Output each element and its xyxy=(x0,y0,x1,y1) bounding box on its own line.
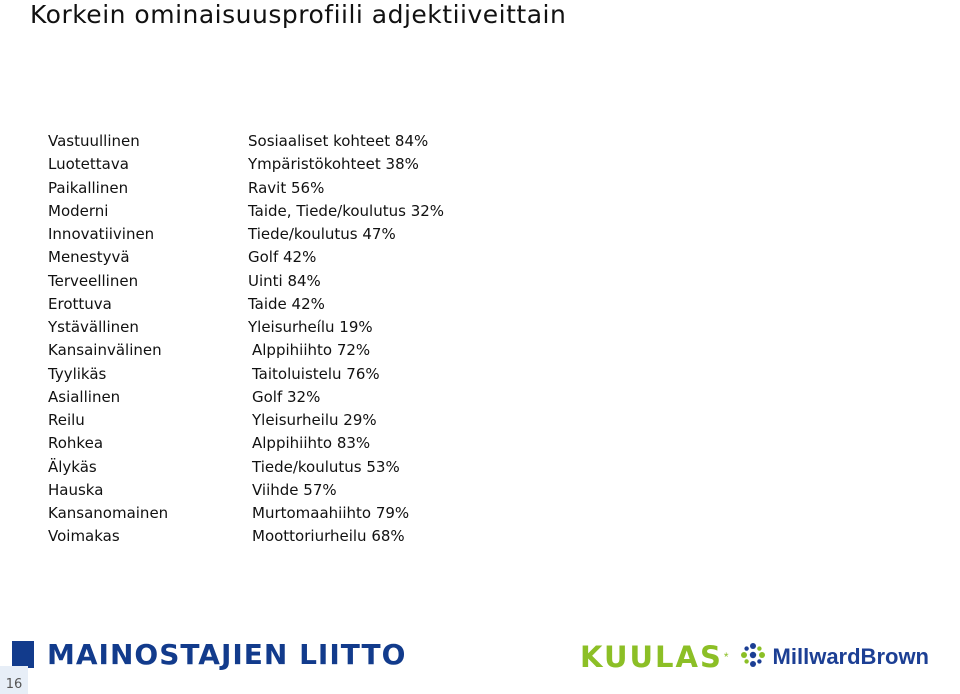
kuulas-star: * xyxy=(723,650,729,664)
profile-value: Tiede/koulutus 47% xyxy=(248,225,396,243)
list-item: Moderni Taide, Tiede/koulutus 32% xyxy=(48,200,608,223)
partner-logos: KUULAS * MillwardBrown xyxy=(580,640,929,674)
list-item: Menestyvä Golf 42% xyxy=(48,246,608,269)
page-title: Korkein ominaisuusprofiili adjektiiveitt… xyxy=(30,0,567,29)
profile-value: Yleisurheilu 29% xyxy=(252,411,377,429)
profile-value: Alppihiihto 72% xyxy=(252,341,371,360)
adjective-label: Reilu xyxy=(48,411,85,429)
mainostajien-liitto-text: MAINOSTAJIEN LIITTO xyxy=(47,638,407,671)
profile-value: Golf 42% xyxy=(248,248,317,267)
adjective-label: Hauska xyxy=(48,480,104,499)
list-item: Rohkea Alppihiihto 83% xyxy=(48,432,608,455)
kuulas-logo: KUULAS xyxy=(580,640,723,674)
list-item: Hauska Viihde 57% xyxy=(48,479,608,502)
profile-value: Viihde 57% xyxy=(252,480,337,499)
list-item: Terveellinen Uinti 84% xyxy=(48,270,608,293)
list-item: Ystävällinen Yleisurheílu 19% xyxy=(48,316,608,339)
adjective-label: Erottuva xyxy=(48,294,112,313)
profile-value: Taide 42% xyxy=(248,294,325,313)
list-item: Voimakas Moottoriurheilu 68% xyxy=(48,525,608,548)
adjective-label: Ystävällinen xyxy=(48,318,139,336)
adjective-label: Terveellinen xyxy=(48,271,139,290)
adjective-label: Älykäs xyxy=(48,457,97,476)
profile-value: Taide, Tiede/koulutus 32% xyxy=(248,201,445,220)
logo-square-icon xyxy=(12,641,34,668)
adjective-list: Vastuullinen Sosiaaliset kohteet 84% Luot… xyxy=(48,130,608,549)
list-item: Tyylikäs Taitoluistelu 76% xyxy=(48,363,608,386)
adjective-label: Luotettava xyxy=(48,155,129,174)
adjective-label: Kansanomainen xyxy=(48,504,169,522)
profile-value: Murtomaahiihto 79% xyxy=(252,504,410,522)
adjective-label: Tyylikäs xyxy=(48,364,107,383)
adjective-label: Menestyvä xyxy=(48,248,130,267)
list-item: Kansanomainen Murtomaahiihto 79% xyxy=(48,502,608,525)
adjective-label: Asiallinen xyxy=(48,387,121,406)
profile-value: Golf 32% xyxy=(252,387,321,406)
adjective-label: Voimakas xyxy=(48,527,120,546)
profile-value: Yleisurheílu 19% xyxy=(248,318,373,336)
adjective-label: Moderni xyxy=(48,201,109,220)
list-item: Kansainvälinen Alppihiihto 72% xyxy=(48,339,608,362)
list-item: Paikallinen Ravit 56% xyxy=(48,177,608,200)
page-number: 16 xyxy=(0,666,28,694)
adjective-label: Paikallinen xyxy=(48,178,129,197)
profile-value: Taitoluistelu 76% xyxy=(252,364,380,383)
list-item: Älykäs Tiede/koulutus 53% xyxy=(48,456,608,479)
profile-value: Moottoriurheilu 68% xyxy=(252,527,405,546)
profile-value: Sosiaaliset kohteet 84% xyxy=(248,132,429,150)
list-item: Reilu Yleisurheilu 29% xyxy=(48,409,608,432)
adjective-label: Rohkea xyxy=(48,434,104,453)
mainostajien-liitto-logo: MAINOSTAJIEN LIITTO xyxy=(12,638,406,671)
list-item: Innovatiivinen Tiede/koulutus 47% xyxy=(48,223,608,246)
profile-value: Ravit 56% xyxy=(248,178,325,197)
profile-value: Alppihiihto 83% xyxy=(252,434,371,453)
profile-value: Tiede/koulutus 53% xyxy=(252,457,400,476)
millward-brown-logo: MillwardBrown xyxy=(772,644,929,669)
adjective-label: Innovatiivinen xyxy=(48,225,155,243)
list-item: Erottuva Taide 42% xyxy=(48,293,608,316)
list-item: Asiallinen Golf 32% xyxy=(48,386,608,409)
millward-brown-mark-icon xyxy=(739,641,767,674)
profile-value: Ympäristökohteet 38% xyxy=(248,155,419,174)
adjective-label: Kansainvälinen xyxy=(48,341,162,360)
list-item: Vastuullinen Sosiaaliset kohteet 84% xyxy=(48,130,608,153)
profile-value: Uinti 84% xyxy=(248,271,321,290)
list-item: Luotettava Ympäristökohteet 38% xyxy=(48,153,608,176)
adjective-label: Vastuullinen xyxy=(48,132,140,150)
